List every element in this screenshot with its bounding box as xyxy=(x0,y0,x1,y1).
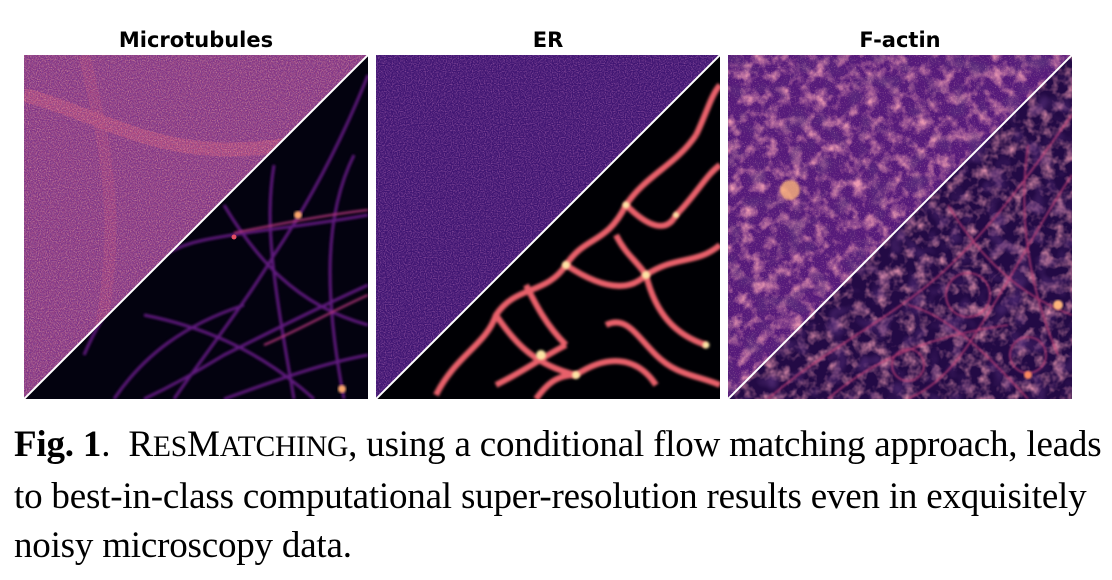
panel-title-f-actin: F-actin xyxy=(859,28,941,52)
diagonal-divider xyxy=(728,55,1072,399)
method-name-part-1: ES xyxy=(152,431,187,463)
f-actin-image xyxy=(728,55,1072,399)
er-image xyxy=(376,55,720,399)
caption-text: , using a conditional flow matching appr… xyxy=(14,424,1102,566)
figure-caption: Fig. 1. RESMATCHING, using a conditional… xyxy=(14,420,1104,570)
panel-title-er: ER xyxy=(532,28,564,52)
diagonal-divider xyxy=(376,55,720,399)
panel-f-actin xyxy=(728,55,1072,399)
diagonal-divider xyxy=(24,55,368,399)
method-name-initial: R xyxy=(128,424,153,465)
method-name: RESMATCHING xyxy=(128,424,348,465)
method-name-part-2: ATCHING xyxy=(219,431,349,463)
figure: Microtubules ER F-actin xyxy=(24,28,1072,399)
figure-label: Fig. 1 xyxy=(14,424,102,465)
method-name-mid: M xyxy=(186,424,220,465)
microtubules-image xyxy=(24,55,368,399)
panel-title-microtubules: Microtubules xyxy=(118,28,274,52)
figure-label-separator: . xyxy=(101,424,111,465)
panel-microtubules xyxy=(24,55,368,399)
panel-er xyxy=(376,55,720,399)
